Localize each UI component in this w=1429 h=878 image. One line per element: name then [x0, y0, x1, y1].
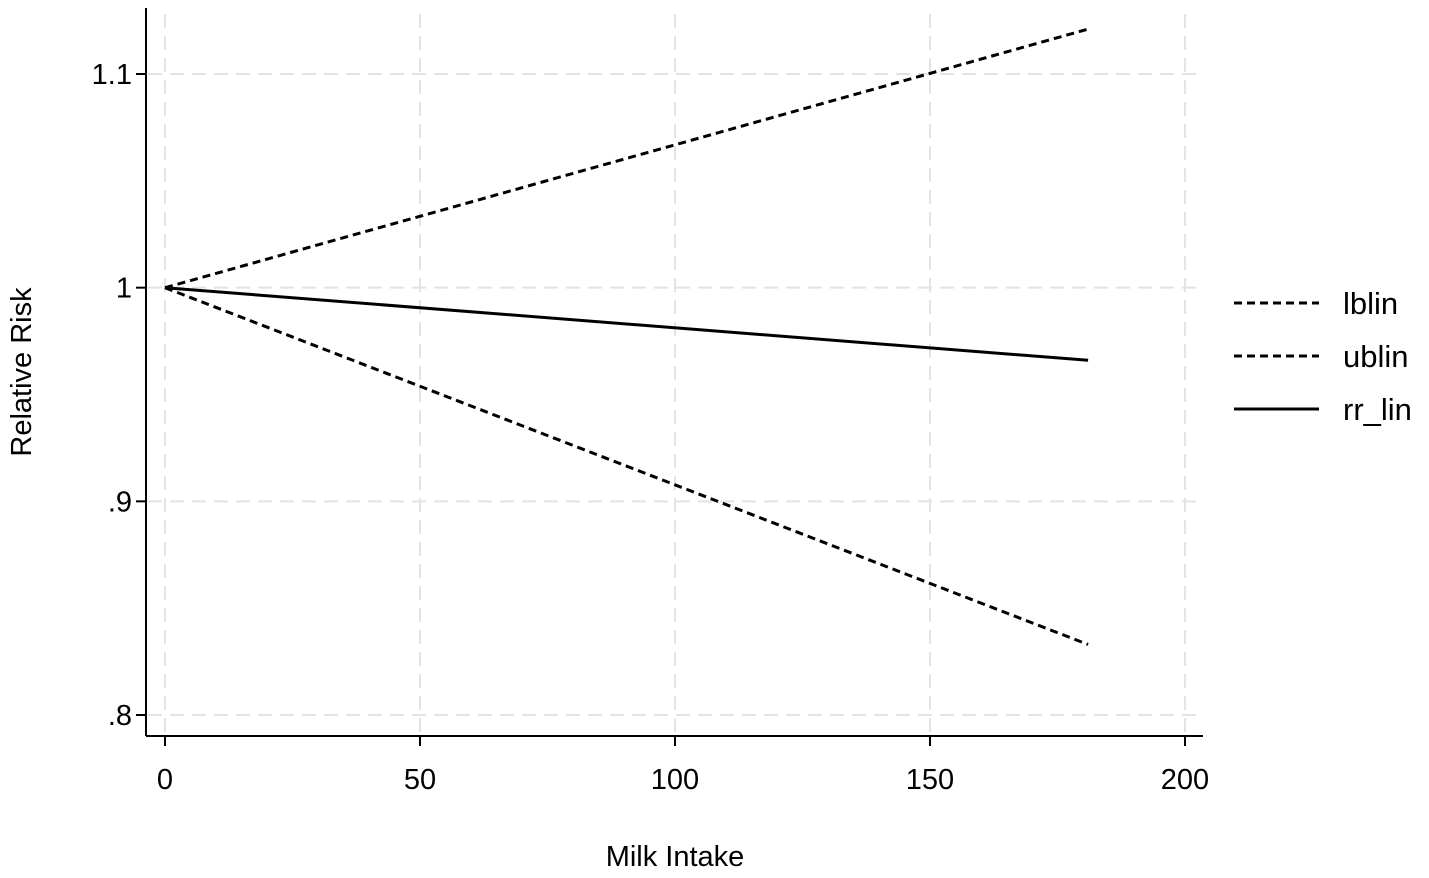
y-tick-label: 1.1 [92, 59, 132, 91]
legend: lblin ublin rr_lin [1234, 286, 1412, 427]
y-tick-label: 1 [116, 273, 132, 305]
legend-label: rr_lin [1343, 392, 1412, 427]
x-tick-label: 50 [404, 764, 436, 796]
y-tick-label: .8 [108, 700, 132, 732]
grid [148, 14, 1201, 734]
x-tick-label: 100 [651, 764, 699, 796]
series-line-rr-lin [164, 286, 1089, 362]
legend-label: ublin [1343, 339, 1409, 374]
series [164, 27, 1089, 646]
series-line-ublin [164, 27, 1089, 290]
x-tick-label: 0 [157, 764, 173, 796]
y-axis-title: Relative Risk [6, 287, 38, 457]
x-tick-label: 200 [1161, 764, 1209, 796]
x-tick-label: 150 [906, 764, 954, 796]
legend-label: lblin [1343, 286, 1398, 321]
y-tick-label: .9 [108, 486, 132, 518]
ticks: 0 50 100 150 200 .8 .9 1 1.1 [92, 59, 1210, 796]
x-axis-title: Milk Intake [606, 841, 745, 873]
series-line-lblin [164, 286, 1089, 646]
